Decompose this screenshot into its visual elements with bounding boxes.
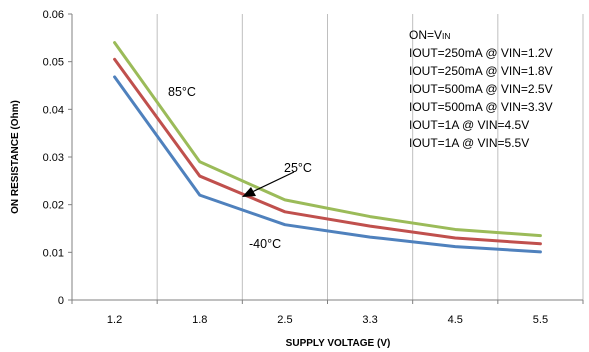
- y-tick-label: 0.04: [43, 104, 64, 116]
- series-label-25c: 25°C: [284, 161, 312, 175]
- condition-2: IOUT=250mA @ VIN=1.8V: [409, 64, 553, 78]
- tick-labels: 0 0.01 0.02 0.03 0.04 0.05 0.06 1.2 1.8 2.5 3.3 4.5…: [43, 9, 548, 326]
- x-tick-label: 1.8: [192, 314, 207, 326]
- condition-3: IOUT=500mA @ VIN=2.5V: [409, 82, 553, 96]
- condition-1: IOUT=250mA @ VIN=1.2V: [409, 46, 553, 60]
- condition-6: IOUT=1A @ VIN=5.5V: [409, 136, 529, 150]
- condition-5: IOUT=1A @ VIN=4.5V: [409, 118, 529, 132]
- series-label-minus40c: -40°C: [249, 237, 281, 251]
- axes: [68, 13, 584, 304]
- y-tick-label: 0.06: [43, 9, 64, 21]
- y-tick-label: 0.02: [43, 200, 64, 212]
- series-lines: [113, 41, 542, 254]
- y-tick-label: 0: [58, 295, 64, 307]
- condition-on-vin: ON=VIN: [409, 28, 451, 42]
- y-tick-label: 0.01: [43, 247, 64, 259]
- x-tick-label: 3.3: [362, 314, 377, 326]
- x-tick-label: 5.5: [533, 314, 548, 326]
- y-tick-label: 0.05: [43, 57, 64, 69]
- x-tick-label: 2.5: [277, 314, 292, 326]
- arrow-25c-line: [249, 171, 295, 194]
- x-tick-label: 1.2: [107, 314, 122, 326]
- series-label-85c: 85°C: [168, 85, 196, 99]
- x-axis-title: SUPPLY VOLTAGE (V): [286, 338, 391, 349]
- x-tick-label: 4.5: [448, 314, 463, 326]
- arrow-25c-head: [242, 187, 256, 197]
- series-line-1: [113, 57, 542, 246]
- condition-4: IOUT=500mA @ VIN=3.3V: [409, 100, 553, 114]
- condition-on: ON=V: [409, 28, 442, 42]
- condition-in-subscript: IN: [442, 31, 451, 41]
- grid: [156, 14, 584, 300]
- annotations: 85°C 25°C -40°C ON=VIN IOUT=250mA @ VIN=…: [168, 28, 553, 251]
- series-line-2: [113, 75, 542, 254]
- series-line-0: [113, 41, 542, 238]
- y-tick-label: 0.03: [43, 152, 64, 164]
- y-axis-title: ON RESISTANCE (Ohm): [10, 100, 21, 214]
